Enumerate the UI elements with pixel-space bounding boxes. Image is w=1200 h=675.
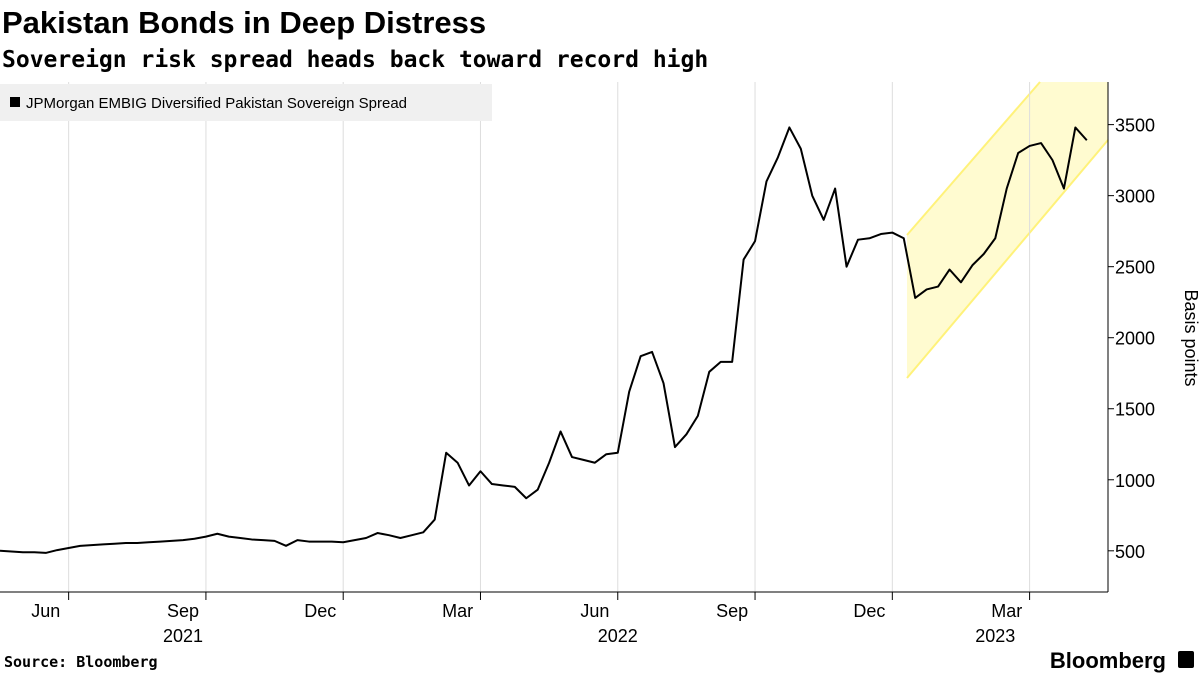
y-tick-label: 3000 bbox=[1115, 187, 1155, 207]
year-label: 2021 bbox=[163, 626, 203, 646]
legend-label: JPMorgan EMBIG Diversified Pakistan Sove… bbox=[26, 95, 407, 112]
year-label: 2023 bbox=[975, 626, 1015, 646]
x-tick-label: Sep bbox=[167, 601, 199, 621]
y-tick-label: 3500 bbox=[1115, 116, 1155, 136]
x-tick-label: Mar bbox=[442, 601, 473, 621]
x-tick-label: Dec bbox=[304, 601, 336, 621]
y-tick-label: 2000 bbox=[1115, 329, 1155, 349]
x-tick-label: Sep bbox=[716, 601, 748, 621]
channel-upper bbox=[906, 81, 1041, 236]
y-tick-label: 500 bbox=[1115, 542, 1145, 562]
x-tick-label: Jun bbox=[580, 601, 609, 621]
branding: Bloomberg bbox=[1050, 648, 1166, 673]
x-tick-label: Jun bbox=[31, 601, 60, 621]
y-tick-label: 1500 bbox=[1115, 400, 1155, 420]
legend bbox=[0, 84, 492, 121]
source: Source: Bloomberg bbox=[4, 653, 158, 671]
x-tick-label: Dec bbox=[853, 601, 885, 621]
chart-subtitle: Sovereign risk spread heads back toward … bbox=[2, 47, 708, 73]
plot-area bbox=[0, 81, 1109, 592]
highlight-channel bbox=[907, 82, 1108, 378]
y-tick-label: 1000 bbox=[1115, 471, 1155, 491]
series-line bbox=[0, 126, 1088, 554]
y-axis-label: Basis points bbox=[1181, 289, 1200, 386]
legend-swatch bbox=[10, 97, 20, 107]
chart-title: Pakistan Bonds in Deep Distress bbox=[2, 5, 486, 40]
y-tick-label: 2500 bbox=[1115, 258, 1155, 278]
branding-icon bbox=[1178, 651, 1194, 668]
year-label: 2022 bbox=[598, 626, 638, 646]
x-tick-label: Mar bbox=[991, 601, 1022, 621]
channel-lower bbox=[906, 139, 1109, 379]
